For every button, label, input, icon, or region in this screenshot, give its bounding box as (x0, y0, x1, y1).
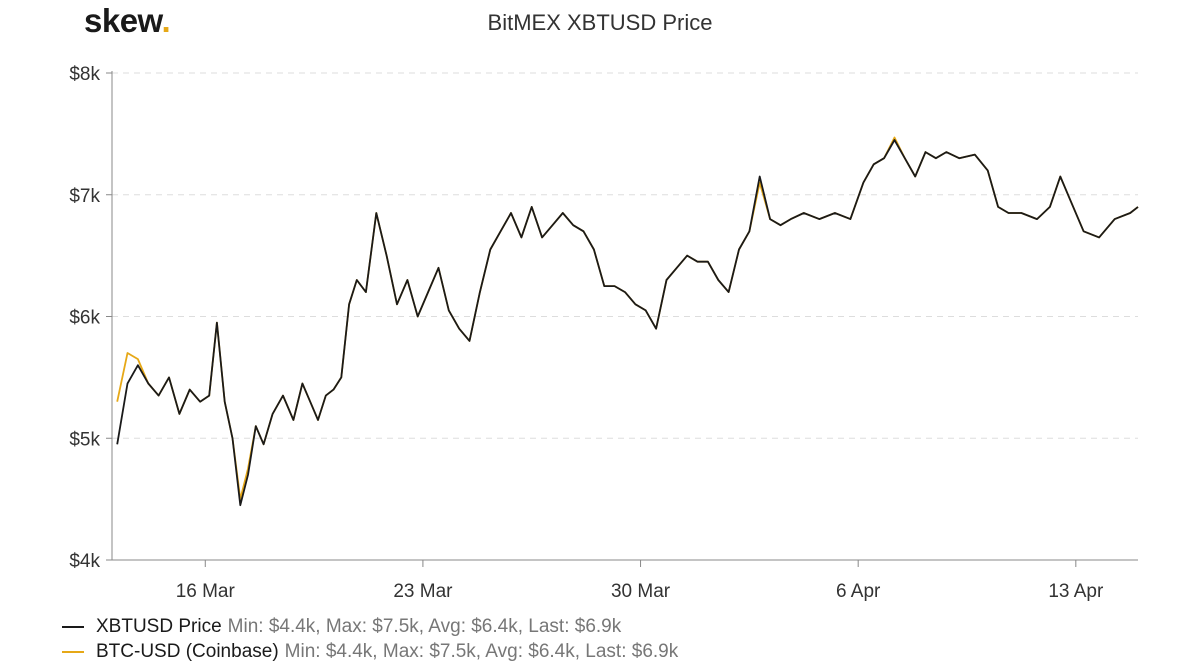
series-lines (116, 136, 1139, 507)
legend-swatch-xbtusd (62, 625, 84, 628)
y-tick-label: $8k (69, 64, 100, 85)
logo-text: skew (84, 2, 162, 39)
y-tick-label: $6k (69, 308, 100, 329)
y-tick-label: $5k (69, 429, 100, 450)
x-tick-label: 23 Mar (393, 581, 453, 602)
y-tick-label: $7k (69, 186, 100, 207)
legend-item-btc-usd[interactable]: BTC-USD (Coinbase) Min: $4.4k, Max: $7.5… (62, 639, 678, 664)
legend-name-xbtusd: XBTUSD Price (96, 616, 222, 637)
gridlines (112, 72, 1138, 439)
series-line-btc-usd (116, 136, 1139, 500)
x-tick-label: 16 Mar (176, 581, 236, 602)
chart-title: BitMEX XBTUSD Price (487, 10, 713, 35)
legend: XBTUSD Price Min: $4.4k, Max: $7.5k, Avg… (62, 614, 678, 664)
axes: $4k $5k $6k $7k $8k 16 Mar 23 Mar 30 Mar 6 Apr 13… (69, 64, 1138, 602)
legend-stats-btc-usd: Min: $4.4k, Max: $7.5k, Avg: $6.4k, Last… (284, 641, 679, 662)
x-tick-label: 13 Apr (1048, 581, 1104, 602)
legend-item-xbtusd[interactable]: XBTUSD Price Min: $4.4k, Max: $7.5k, Avg… (62, 614, 678, 639)
skew-logo: skew. (84, 2, 171, 40)
series-line-xbtusd (116, 139, 1139, 507)
y-tick-label: $4k (69, 551, 100, 572)
legend-swatch-btc-usd (62, 650, 84, 653)
x-tick-label: 30 Mar (611, 581, 671, 602)
legend-name-btc-usd: BTC-USD (Coinbase) (96, 641, 279, 662)
legend-stats-xbtusd: Min: $4.4k, Max: $7.5k, Avg: $6.4k, Last… (227, 616, 622, 637)
logo-dot: . (161, 2, 171, 39)
x-tick-label: 6 Apr (836, 581, 881, 602)
